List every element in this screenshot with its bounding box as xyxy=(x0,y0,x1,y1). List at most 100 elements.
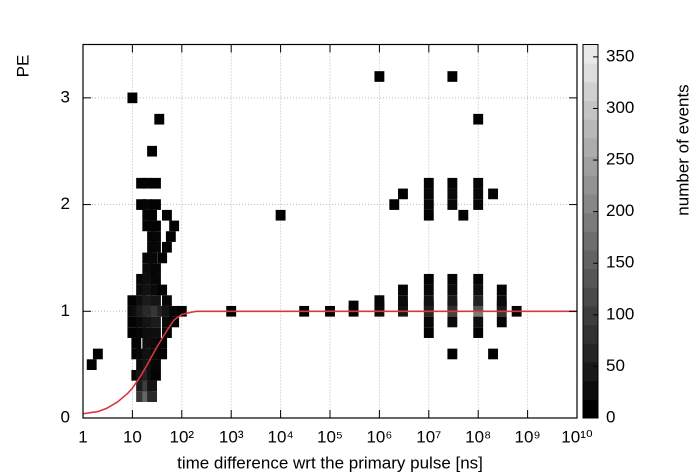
heatmap-cell xyxy=(473,273,484,285)
heatmap-cell xyxy=(447,316,458,328)
heatmap-cell xyxy=(169,220,180,232)
heatmap-cell xyxy=(374,300,385,312)
colorbar-tick-label: 50 xyxy=(606,356,625,375)
colorbar-band xyxy=(583,305,598,326)
heatmap-cell xyxy=(136,391,147,402)
heatmap-cell xyxy=(473,199,484,210)
colorbar-band xyxy=(583,287,598,307)
heatmap-cell xyxy=(374,71,385,82)
colorbar-frame xyxy=(582,44,599,419)
heatmap-cell xyxy=(447,177,458,189)
colorbar-band xyxy=(583,119,598,139)
heatmap-cell xyxy=(151,177,161,189)
heatmap-cell xyxy=(151,295,161,306)
heatmap-cell xyxy=(151,359,161,370)
heatmap-cell xyxy=(423,295,434,306)
heatmap-cell xyxy=(447,199,458,210)
heatmap-cell xyxy=(142,220,153,232)
colorbar-band xyxy=(583,63,598,83)
heatmap-cell xyxy=(398,284,408,296)
y-tick-label: 2 xyxy=(61,194,70,213)
colorbar-band xyxy=(583,361,598,382)
heatmap-cell xyxy=(165,231,176,242)
heatmap-cell xyxy=(136,305,147,317)
colorbar-band xyxy=(583,399,598,419)
fit-curve xyxy=(82,310,577,415)
heatmap-cell xyxy=(473,327,484,338)
heatmap-cell xyxy=(423,273,434,285)
x-tick-label: 10⁹ xyxy=(514,427,540,446)
heatmap-cell xyxy=(151,199,161,210)
heatmap-cell xyxy=(423,284,434,296)
heatmap-cell xyxy=(176,305,187,317)
x-axis-title: time difference wrt the primary pulse [n… xyxy=(177,453,483,472)
heatmap-cell xyxy=(169,305,180,317)
colorbar-tick-label: 300 xyxy=(606,98,634,117)
colorbar-band xyxy=(583,156,598,176)
heatmap-cell xyxy=(92,348,103,360)
x-tick-label: 10 xyxy=(123,427,142,446)
heatmap-cell xyxy=(389,199,400,210)
heatmap-cell xyxy=(447,71,458,82)
heatmap-cell xyxy=(157,348,168,360)
colorbar-band xyxy=(583,268,598,288)
heatmap-cell xyxy=(157,284,168,296)
heatmap-cell xyxy=(447,273,458,285)
heatmap-cell xyxy=(161,241,172,253)
heatmap-cell xyxy=(473,113,484,125)
colorbar-band xyxy=(583,193,598,214)
colorbar-band xyxy=(583,380,598,400)
colorbar-band xyxy=(583,343,598,363)
colorbar-band xyxy=(583,137,598,158)
heatmap-cell xyxy=(496,295,507,306)
heatmap-cell xyxy=(136,199,147,210)
heatmap-cell xyxy=(142,337,153,349)
colorbar-band xyxy=(583,249,598,270)
heatmap-cell xyxy=(423,327,434,338)
y-axis-title: PE xyxy=(13,55,32,78)
heatmap-cell xyxy=(458,209,469,221)
heatmap-cell xyxy=(473,177,484,189)
heatmap-cell xyxy=(161,209,172,221)
heatmap-cell xyxy=(398,188,408,200)
x-tick-label: 10² xyxy=(170,427,195,446)
heatmap-cell xyxy=(423,209,434,221)
heatmap-cell xyxy=(473,316,484,328)
heatmap-cell xyxy=(131,337,142,349)
heatmap-cell xyxy=(127,316,138,328)
heatmap-cell xyxy=(473,284,484,296)
heatmap-cell xyxy=(86,359,97,370)
heatmap-cell xyxy=(142,305,153,317)
heatmap-cell xyxy=(161,316,172,328)
heatmap-cell xyxy=(488,188,499,200)
heatmap-cell xyxy=(496,316,507,328)
x-tick-label: 10³ xyxy=(219,427,244,446)
colorbar-band xyxy=(583,175,598,195)
heatmap-cell xyxy=(423,300,434,312)
heatmap-cell xyxy=(142,348,153,360)
heatmap-cell xyxy=(136,284,147,296)
colorbar-tick-label: 150 xyxy=(606,253,634,272)
colorbar-band xyxy=(583,231,598,251)
heatmap-cell xyxy=(151,337,161,349)
heatmap-cell xyxy=(157,337,168,349)
heatmap-cell xyxy=(147,391,157,402)
heatmap-cell xyxy=(423,316,434,328)
heatmap-cell xyxy=(169,316,180,328)
heatmap-cell xyxy=(398,295,408,306)
heatmap-cell xyxy=(127,295,138,306)
colorbar-title: number of events xyxy=(673,84,692,215)
colorbar-band xyxy=(583,44,598,64)
heatmap-cell xyxy=(151,327,161,338)
heatmap-cell xyxy=(151,316,161,328)
heatmap-cell xyxy=(136,359,147,370)
heatmap-cell xyxy=(147,252,157,264)
heatmap-cell xyxy=(142,327,153,338)
colorbar-tick-label: 250 xyxy=(606,150,634,169)
heatmap-cell xyxy=(142,284,153,296)
colorbar-band xyxy=(583,100,598,120)
heatmap-cell xyxy=(127,327,138,338)
heatmap-cell xyxy=(161,295,172,306)
heatmap-cell xyxy=(142,177,153,189)
